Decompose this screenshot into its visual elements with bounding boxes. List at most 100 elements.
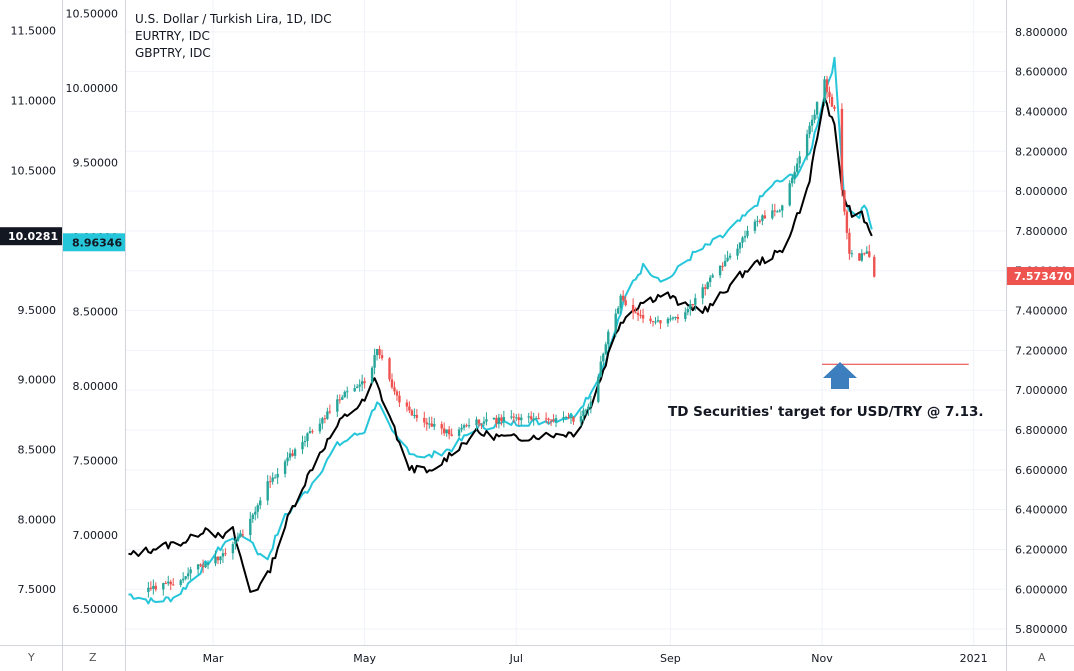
candle-body	[691, 304, 694, 306]
candle-body	[457, 429, 461, 436]
candle-body	[196, 564, 200, 570]
candle-body	[181, 578, 185, 581]
candle-body	[164, 583, 167, 585]
gbptry-last-badge: 10.0281	[0, 227, 62, 246]
usdtry-tick-label: 7.800000	[1015, 225, 1068, 238]
usdtry-tick-label: 6.000000	[1015, 583, 1068, 596]
candle-body	[721, 265, 724, 267]
candle-body	[266, 481, 269, 501]
candle-body	[216, 556, 220, 561]
candle-body	[276, 473, 279, 478]
candle-body	[445, 429, 448, 434]
candle-body	[221, 553, 225, 557]
eurtry-tick-label: 6.50000	[73, 603, 119, 616]
candle-body	[791, 177, 794, 184]
candle-body	[651, 321, 655, 323]
candle-body	[567, 417, 570, 419]
gbptry-tick-label: 9.0000	[18, 374, 57, 387]
candle-body	[465, 425, 468, 427]
candle-body	[286, 457, 289, 462]
candle-body	[283, 461, 287, 474]
usdtry-tick-label: 8.600000	[1015, 66, 1068, 79]
candle-body	[858, 253, 861, 261]
candle-body	[480, 423, 483, 425]
candle-body	[475, 419, 478, 426]
candle-body	[599, 361, 603, 377]
candle-body	[428, 423, 431, 425]
candle-body	[587, 406, 590, 410]
gbptry-series	[128, 96, 873, 593]
usdtry-tick-label: 6.200000	[1015, 543, 1068, 556]
candle-body	[251, 514, 254, 519]
candle-body	[186, 573, 190, 577]
corner-y-button[interactable]: Y	[27, 651, 35, 664]
candle-body	[711, 275, 714, 278]
candle-body	[495, 417, 498, 424]
x-tick-label: Sep	[660, 652, 681, 665]
candle-body	[676, 316, 680, 319]
candle-body	[830, 97, 834, 107]
candle-body	[355, 386, 359, 389]
candle-body	[572, 417, 575, 422]
candle-body	[743, 236, 747, 238]
candle-body	[341, 397, 344, 400]
candle-body	[756, 220, 759, 222]
auto-scale-button[interactable]: A	[1038, 651, 1046, 664]
candle-body	[746, 230, 749, 237]
eurtry-last-value: 8.96346	[72, 236, 122, 249]
candle-body	[848, 232, 851, 254]
candle-body	[654, 321, 657, 323]
candle-body	[810, 119, 814, 126]
candle-body	[845, 211, 849, 233]
candle-body	[462, 425, 466, 428]
candle-body	[805, 134, 809, 157]
candle-body	[694, 298, 697, 305]
candle-body	[447, 429, 451, 435]
candle-body	[773, 210, 777, 212]
candle-body	[440, 424, 443, 429]
candle-body	[291, 453, 294, 456]
candle-body	[825, 79, 829, 92]
candle-body	[597, 376, 600, 402]
candle-body	[288, 453, 292, 458]
usdtry-tick-label: 6.400000	[1015, 504, 1068, 517]
arrow-up-icon	[823, 362, 857, 389]
candle-body	[547, 418, 550, 420]
candle-body	[306, 433, 309, 441]
candle-body	[408, 406, 411, 411]
candle-body	[723, 260, 727, 266]
target-annotation: TD Securities' target for USD/TRY @ 7.13…	[668, 404, 984, 420]
candle-body	[532, 418, 535, 420]
gbptry-tick-label: 7.5000	[18, 583, 57, 596]
candle-body	[607, 331, 610, 345]
candle-body	[450, 434, 453, 436]
candle-body	[537, 418, 540, 420]
usdtry-last-value: 7.573470	[1014, 270, 1072, 283]
candle-body	[544, 418, 548, 420]
candle-body	[554, 418, 558, 421]
candle-body	[378, 348, 381, 356]
candle-body	[492, 417, 496, 420]
x-tick-label: Nov	[811, 652, 833, 665]
eurtry-series	[128, 56, 873, 605]
candle-body	[604, 344, 607, 354]
legend-gbptry: GBPTRY, IDC	[135, 46, 211, 60]
candle-body	[430, 423, 433, 427]
candle-body	[564, 417, 568, 419]
candle-body	[763, 215, 767, 219]
x-tick-label: Mar	[203, 652, 224, 665]
candle-body	[795, 163, 799, 172]
candle-body	[718, 265, 722, 276]
candle-body	[549, 419, 553, 421]
candle-body	[460, 427, 463, 430]
candle-body	[562, 417, 565, 419]
candle-body	[323, 418, 327, 420]
corner-z-button[interactable]: Z	[89, 651, 97, 664]
candle-body	[510, 416, 513, 418]
usdtry-tick-label: 7.000000	[1015, 384, 1068, 397]
usdtry-last-badge: 7.573470	[1007, 267, 1074, 286]
candle-body	[249, 518, 252, 536]
eurtry-tick-label: 10.00000	[66, 82, 119, 95]
eurtry-line	[128, 56, 873, 605]
